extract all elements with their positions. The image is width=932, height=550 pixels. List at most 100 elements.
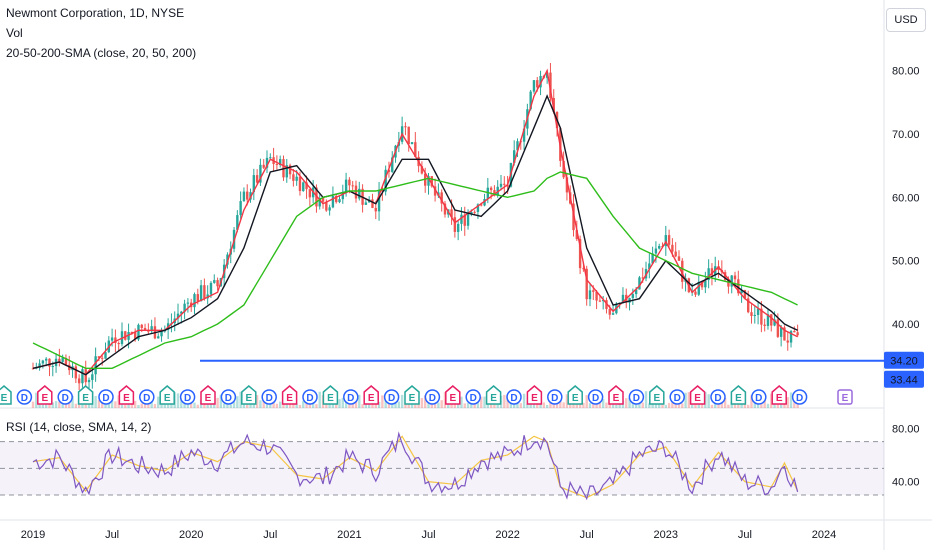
dividend-marker[interactable]: D	[547, 389, 563, 405]
dividend-marker[interactable]: D	[506, 389, 522, 405]
volume-bar	[94, 396, 97, 408]
volume-bar	[262, 399, 265, 408]
earnings-label: E	[694, 393, 701, 404]
dividend-marker[interactable]: D	[343, 389, 359, 405]
earnings-marker[interactable]: E	[771, 385, 787, 405]
dividend-marker[interactable]: D	[669, 389, 685, 405]
dividend-marker[interactable]: D	[383, 389, 400, 405]
volume-bar	[51, 402, 54, 408]
candle-body	[351, 185, 354, 187]
volume-bar	[545, 404, 549, 408]
earnings-badge	[200, 385, 216, 405]
earnings-marker[interactable]: E	[485, 385, 502, 405]
candle-body	[598, 300, 602, 302]
dividend-marker[interactable]: D	[465, 389, 481, 405]
volume-bar	[562, 402, 565, 408]
candle-body	[512, 150, 516, 163]
dividend-badge	[383, 389, 400, 405]
earnings-marker[interactable]: E	[730, 385, 747, 405]
dividend-marker[interactable]: D	[791, 389, 808, 405]
dividend-marker[interactable]: D	[98, 389, 114, 405]
volume-bar	[196, 404, 199, 408]
earnings-badge	[0, 385, 12, 405]
earnings-marker[interactable]: E	[404, 385, 420, 405]
earnings-marker[interactable]: E	[159, 385, 175, 405]
dividend-marker[interactable]: D	[628, 389, 645, 405]
dividend-marker[interactable]: D	[16, 389, 33, 405]
volume-bar	[58, 401, 61, 408]
candle-body	[35, 367, 38, 369]
volume-bar	[605, 402, 608, 408]
dividend-marker[interactable]: D	[139, 389, 155, 405]
dividend-badge	[465, 389, 481, 405]
candle-body	[384, 169, 387, 192]
earnings-marker[interactable]: E	[567, 385, 583, 405]
volume-bar	[292, 401, 295, 408]
earnings-marker[interactable]: E	[37, 385, 53, 405]
earnings-marker[interactable]: E	[689, 385, 706, 405]
earnings-marker[interactable]: E	[118, 385, 135, 405]
volume-bar	[153, 404, 157, 408]
candle-body	[674, 251, 677, 257]
price-tick-label: 50.00	[892, 256, 920, 268]
earnings-marker[interactable]: E	[200, 385, 216, 405]
price-axis[interactable]: 40.00 50.00 60.00 70.00 80.00 80.00 40.00	[892, 66, 920, 489]
candle-body	[110, 337, 114, 341]
dividend-marker[interactable]: D	[220, 389, 237, 405]
candle-body	[94, 356, 97, 375]
candle-body	[157, 336, 160, 339]
dividend-marker[interactable]: D	[57, 389, 73, 405]
earnings-marker[interactable]: E	[649, 385, 665, 405]
dividend-marker[interactable]: D	[587, 389, 604, 405]
earnings-marker[interactable]: E	[363, 385, 379, 405]
volume-bar	[681, 403, 684, 408]
dividend-marker[interactable]: D	[710, 389, 726, 405]
future-earnings-marker[interactable]: E	[837, 389, 853, 405]
last-price-label: 34.20	[890, 356, 918, 368]
earnings-marker[interactable]: E	[241, 385, 257, 405]
candle-body	[143, 327, 147, 331]
earnings-badge	[77, 385, 94, 405]
volume-bar	[443, 392, 447, 408]
earnings-marker[interactable]: E	[608, 385, 624, 405]
earnings-marker[interactable]: E	[526, 385, 543, 405]
candle-body	[321, 198, 325, 202]
dividend-marker[interactable]: D	[751, 389, 767, 405]
candle-body	[585, 268, 588, 300]
volume-bar	[493, 403, 496, 408]
candle-body	[470, 211, 473, 214]
currency-button[interactable]: USD	[886, 8, 926, 32]
dividend-marker[interactable]: D	[261, 389, 277, 405]
volume-bar	[54, 401, 58, 408]
volume-bar	[710, 404, 714, 408]
candle-body	[773, 319, 776, 326]
volume-bar	[549, 399, 552, 408]
candle-body	[308, 189, 312, 198]
time-tick-label: 2021	[337, 529, 361, 541]
candle-body	[305, 182, 308, 190]
candle-body	[236, 215, 239, 230]
candle-body	[503, 183, 506, 185]
volume-bar	[687, 392, 691, 408]
time-axis[interactable]: 2019 Jul 2020 Jul 2021 Jul 2022 Jul 2023 Jul 2024	[21, 529, 836, 541]
earnings-marker[interactable]: E	[0, 385, 12, 405]
candle-body	[753, 314, 756, 317]
earnings-marker[interactable]: E	[322, 385, 339, 405]
dividend-marker[interactable]: D	[179, 389, 196, 405]
candle-body	[354, 185, 358, 199]
candle-body	[364, 202, 368, 205]
dividend-marker[interactable]: D	[302, 389, 318, 405]
earnings-marker[interactable]: E	[281, 385, 298, 405]
candle-body	[463, 214, 466, 226]
earnings-marker[interactable]: E	[445, 385, 461, 405]
dividend-marker[interactable]: D	[424, 389, 441, 405]
earnings-badge	[322, 385, 339, 405]
earnings-badge	[730, 385, 747, 405]
candle-body	[756, 308, 760, 315]
rsi-pane	[0, 431, 884, 501]
earnings-marker[interactable]: E	[77, 385, 94, 405]
candle-body	[730, 275, 733, 287]
